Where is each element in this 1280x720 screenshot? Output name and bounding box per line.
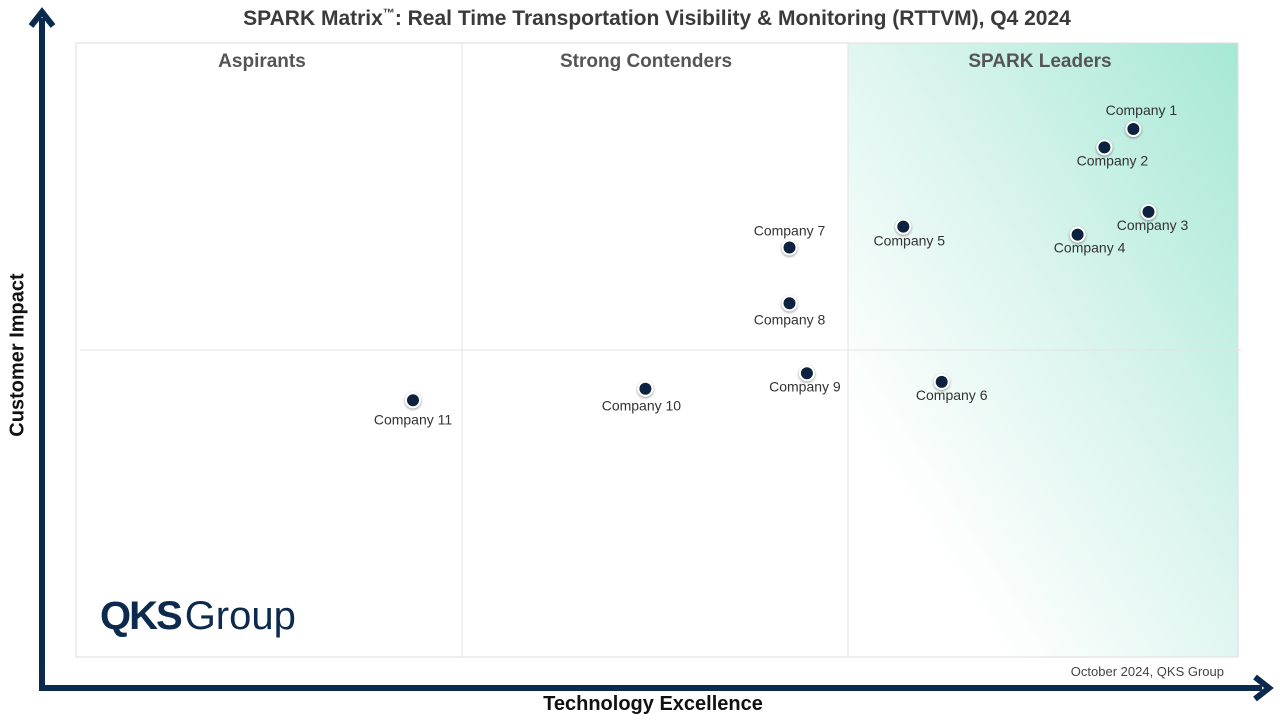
data-label-company-10: Company 10 — [602, 398, 682, 414]
y-axis-label: Customer Impact — [6, 273, 29, 437]
qks-group-logo: QKS Group — [100, 594, 296, 638]
data-point-company-10[interactable] — [637, 380, 654, 397]
footnote: October 2024, QKS Group — [1070, 664, 1224, 679]
data-label-company-11: Company 11 — [374, 411, 453, 427]
data-point-company-2[interactable] — [1096, 139, 1113, 156]
data-point-company-3[interactable] — [1140, 203, 1157, 220]
data-label-company-8: Company 8 — [754, 311, 826, 327]
quadrant-label-strong-contenders: Strong Contenders — [559, 51, 733, 72]
data-point-company-7[interactable] — [781, 239, 798, 256]
data-label-company-9: Company 9 — [769, 378, 841, 394]
data-label-company-1: Company 1 — [1106, 102, 1178, 118]
data-label-company-5: Company 5 — [874, 233, 946, 249]
data-label-company-6: Company 6 — [916, 387, 988, 403]
data-point-company-5[interactable] — [895, 218, 912, 235]
data-point-company-9[interactable] — [798, 365, 815, 382]
quadrant-label-spark-leaders: SPARK Leaders — [968, 51, 1112, 72]
x-axis-arrow-icon — [1253, 674, 1274, 702]
data-label-company-4: Company 4 — [1054, 240, 1126, 256]
x-axis-label: Technology Excellence — [543, 693, 763, 715]
data-point-company-4[interactable] — [1069, 226, 1086, 243]
data-point-company-11[interactable] — [405, 392, 421, 409]
data-point-company-6[interactable] — [933, 373, 950, 390]
quadrant-label-aspirants: Aspirants — [218, 51, 306, 72]
data-point-company-8[interactable] — [781, 295, 798, 312]
y-axis-arrow-icon — [28, 7, 56, 28]
data-point-company-1[interactable] — [1125, 121, 1142, 137]
data-label-company-2: Company 2 — [1077, 152, 1149, 168]
chart-title: SPARK Matrix™: Real Time Transportation … — [243, 6, 1071, 30]
data-label-company-7: Company 7 — [754, 223, 826, 239]
data-label-company-3: Company 3 — [1117, 217, 1189, 233]
